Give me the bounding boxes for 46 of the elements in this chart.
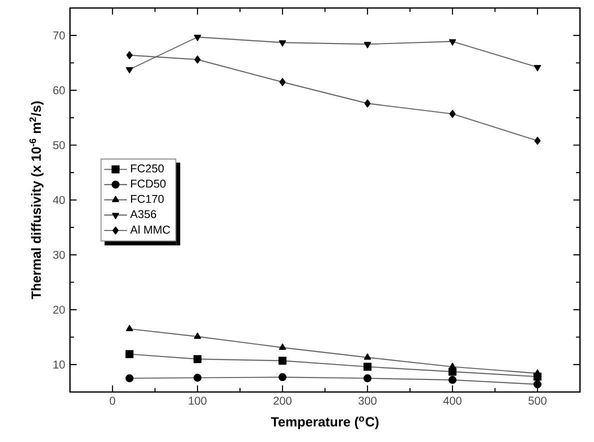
point [364,99,371,108]
legend-label: Al MMC [130,225,170,234]
x-tick-label: 0 [110,396,116,405]
point [194,56,201,64]
x-tick-label: 100 [188,396,207,405]
y-tick-label: 70 [53,31,65,40]
y-tick-label: 20 [53,306,65,314]
y-axis-title: Thermal diffusivity (x 10$^{-6}$ m$^{2}$/s) [29,101,44,300]
point [448,39,456,46]
point [363,374,372,382]
y-tick-label: 30 [53,250,65,259]
x-tick-label: 200 [274,396,292,405]
point [278,344,286,350]
point [126,350,134,358]
point [363,362,372,371]
point [194,332,202,339]
legend-label: FC170 [131,194,164,203]
y-tick-label: 60 [53,86,65,94]
x-tick-label: 400 [443,396,462,405]
point [534,64,542,72]
point [194,34,202,42]
point [533,380,542,388]
point [126,51,133,60]
y-tick-label: 40 [52,196,65,204]
point [279,78,286,86]
point [278,373,286,382]
point [534,136,541,145]
point [193,374,202,382]
point [126,374,134,382]
y-tick-label: 10 [54,360,65,369]
point [364,353,372,360]
point [126,324,134,332]
x-tick-label: 300 [358,396,376,405]
point [278,356,286,365]
point [449,110,456,118]
x-axis-title: Temperature ($^{o}$C) [270,416,379,430]
point [364,42,372,48]
point [193,355,202,364]
legend-label: FCD50 [131,180,166,188]
point [278,40,286,47]
legend-label: FC250 [131,164,164,172]
x-tick-label: 500 [528,396,546,405]
point [126,67,134,74]
point [448,376,456,384]
legend-label: A356 [130,210,156,218]
y-tick-label: 50 [53,141,65,150]
